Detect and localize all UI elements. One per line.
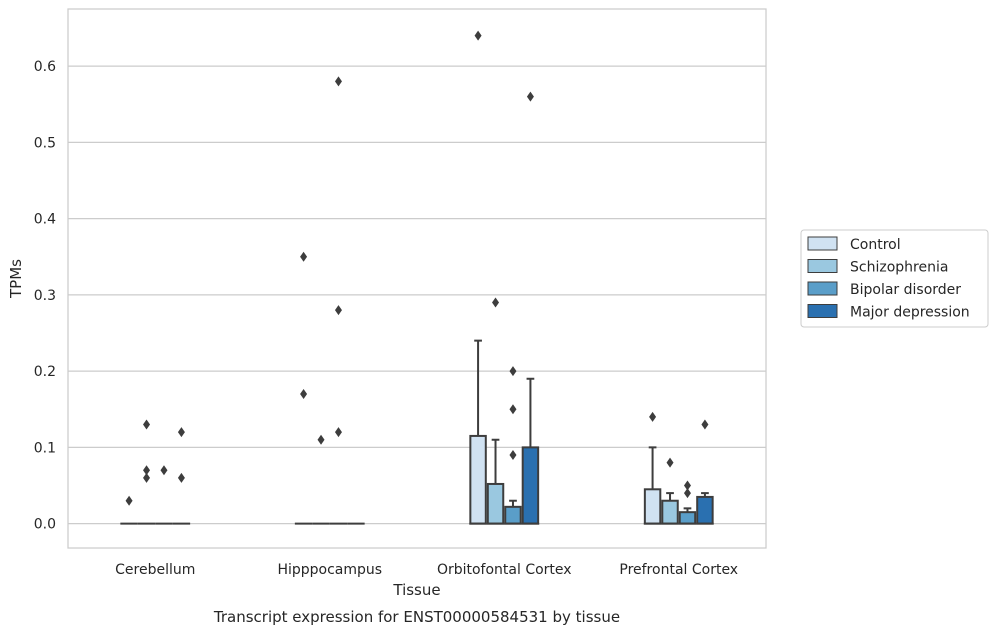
outlier-point bbox=[509, 449, 517, 460]
y-tick-labels: 0.0 0.1 0.2 0.3 0.4 0.5 0.6 bbox=[34, 59, 56, 532]
outlier-point bbox=[300, 389, 308, 399]
legend-swatch bbox=[807, 259, 838, 273]
box-body bbox=[521, 446, 540, 525]
legend-label: Bipolar disorder bbox=[850, 282, 961, 298]
outlier-point bbox=[177, 472, 185, 483]
x-tick-label: Orbitofontal Cortex bbox=[437, 562, 572, 578]
outlier-point bbox=[509, 404, 517, 415]
outlier-point bbox=[683, 488, 691, 499]
outlier-point bbox=[143, 419, 151, 430]
outlier-point bbox=[474, 30, 482, 41]
legend-label: Major depression bbox=[850, 305, 970, 321]
x-tick-labels: Cerebellum Hipppocampus Orbitofontal Corte… bbox=[115, 562, 738, 578]
x-tick-label: Hipppocampus bbox=[277, 562, 382, 578]
outlier-point bbox=[683, 480, 691, 491]
outlier-point bbox=[492, 297, 500, 308]
outlier-point bbox=[666, 457, 674, 468]
outlier-point bbox=[334, 76, 342, 87]
outlier-point bbox=[143, 465, 151, 476]
box-body bbox=[504, 505, 522, 525]
y-tick-label: 0.6 bbox=[34, 59, 56, 75]
outlier-point bbox=[177, 427, 185, 438]
outlier-point bbox=[317, 434, 325, 445]
outlier-point bbox=[649, 411, 657, 422]
y-tick-label: 0.3 bbox=[34, 288, 56, 304]
box-body bbox=[486, 482, 505, 525]
x-tick-label: Prefrontal Cortex bbox=[619, 562, 738, 578]
legend-label: Schizophrenia bbox=[850, 260, 948, 276]
box-body bbox=[678, 511, 697, 525]
outlier-point bbox=[160, 465, 168, 476]
x-axis-label: Tissue bbox=[392, 581, 440, 599]
y-tick-label: 0.0 bbox=[34, 517, 56, 533]
box-control bbox=[469, 339, 487, 525]
outlier-point bbox=[509, 366, 517, 377]
box-major-depression bbox=[696, 492, 714, 525]
box-control bbox=[643, 446, 662, 525]
plot-frame bbox=[67, 8, 767, 549]
outlier-point bbox=[143, 472, 151, 483]
gridlines bbox=[68, 65, 766, 525]
y-tick-label: 0.2 bbox=[34, 364, 56, 380]
outlier-point bbox=[701, 419, 709, 430]
legend-swatch bbox=[807, 304, 838, 318]
outlier-point bbox=[334, 427, 342, 438]
box-body bbox=[643, 488, 662, 525]
box-body bbox=[696, 495, 714, 525]
box-body bbox=[661, 499, 679, 525]
y-axis-label: TPMs bbox=[7, 259, 25, 299]
y-tick-label: 0.1 bbox=[34, 440, 56, 456]
outlier-point bbox=[300, 251, 308, 262]
box-schizophrenia bbox=[486, 438, 505, 525]
outliers bbox=[125, 30, 709, 506]
box-bipolar-disorder bbox=[504, 499, 522, 525]
y-tick-label: 0.5 bbox=[34, 135, 56, 151]
outlier-point bbox=[334, 305, 342, 316]
legend: Control Schizophrenia Bipolar disorder Majo… bbox=[800, 229, 989, 328]
legend-swatch bbox=[807, 236, 838, 251]
box-bipolar-disorder bbox=[678, 507, 697, 525]
outlier-point bbox=[526, 91, 534, 102]
legend-frame bbox=[800, 229, 989, 328]
box-schizophrenia bbox=[661, 492, 679, 525]
y-tick-label: 0.4 bbox=[34, 212, 56, 228]
boxes bbox=[120, 339, 714, 525]
box-major-depression bbox=[521, 377, 540, 525]
chart-caption: Transcript expression for ENST0000058453… bbox=[213, 608, 620, 626]
legend-label: Control bbox=[850, 237, 901, 253]
legend-swatch bbox=[807, 281, 838, 296]
box-body bbox=[469, 434, 487, 525]
outlier-point bbox=[125, 495, 133, 506]
x-tick-label: Cerebellum bbox=[115, 562, 195, 578]
